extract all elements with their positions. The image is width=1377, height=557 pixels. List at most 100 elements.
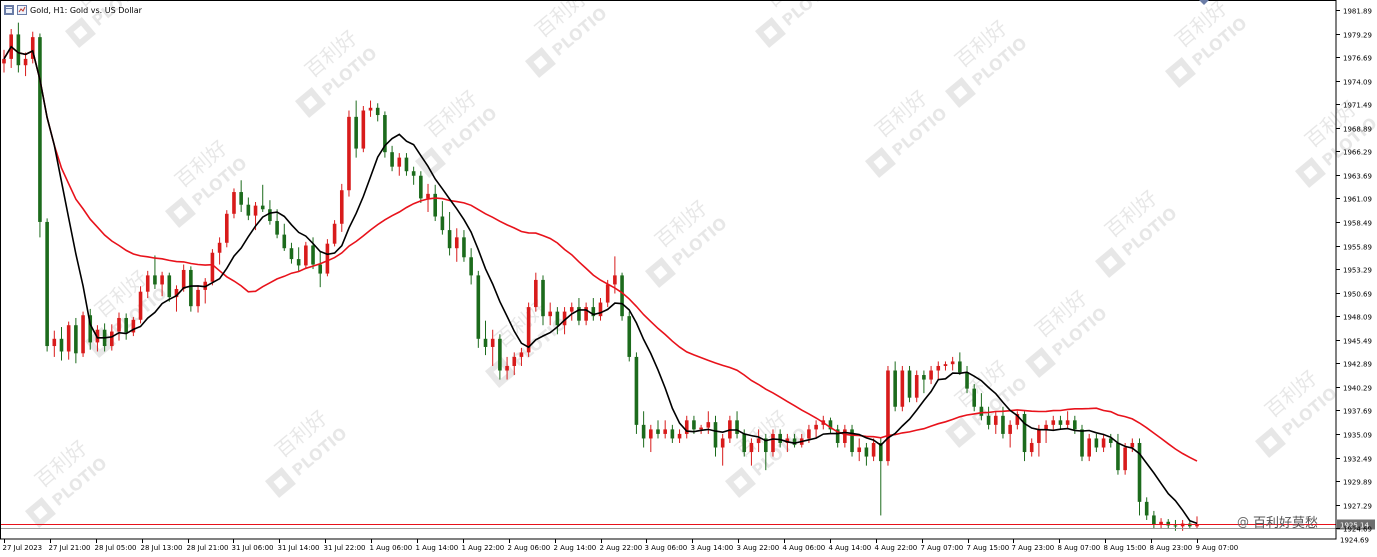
candle-bear — [383, 115, 387, 153]
chart-window-icon[interactable] — [4, 5, 14, 15]
candle-bull — [23, 58, 28, 66]
watermark-square — [164, 196, 196, 228]
candle-bull — [304, 245, 308, 266]
candle-bull — [814, 424, 818, 430]
scroll-marker-icon[interactable] — [1199, 0, 1209, 5]
candle-bear — [692, 420, 696, 430]
candle-bull — [534, 279, 538, 308]
candle-bear — [577, 307, 581, 321]
candle-bull — [519, 352, 524, 357]
chart-minimize-icon[interactable] — [17, 5, 27, 15]
candle-bull — [605, 284, 610, 303]
x-tick-label: 4 Aug 22:00 — [875, 544, 918, 552]
x-tick-label: 28 Jul 05:00 — [95, 544, 137, 552]
candle-bull — [649, 429, 653, 439]
watermark-square-inner — [653, 265, 668, 280]
candle-bull — [253, 205, 258, 216]
candle-bear — [483, 338, 488, 347]
x-tick-label: 27 Jul 2023 — [3, 544, 43, 552]
watermark-square — [944, 76, 976, 108]
ma-fast-line — [3, 45, 1198, 525]
x-tick-label: 3 Aug 22:00 — [737, 544, 780, 552]
y-tick-label: 1935.09 — [1343, 432, 1372, 440]
x-tick-label: 27 Jul 21:00 — [49, 544, 91, 552]
candle-bear — [419, 175, 423, 199]
candle-bear — [634, 356, 639, 425]
candle-bear — [289, 248, 294, 260]
candle-bear — [778, 433, 782, 443]
y-tick-label: 1963.69 — [1343, 173, 1372, 181]
candle-bear — [1001, 415, 1005, 434]
x-tick-label: 1 Aug 14:00 — [416, 544, 459, 552]
candle-bear — [1080, 429, 1084, 457]
watermark-square — [1294, 156, 1326, 188]
watermark-square-inner — [73, 25, 88, 40]
y-tick-label: 1961.09 — [1343, 196, 1372, 204]
wm-bottom-text: 百利好莫愁 — [1253, 516, 1319, 531]
watermark-square-inner — [273, 475, 288, 490]
x-tick-label: 7 Aug 15:00 — [967, 544, 1010, 552]
candle-bear — [835, 429, 840, 443]
x-tick-label: 3 Aug 06:00 — [645, 544, 688, 552]
candle-bull — [66, 325, 71, 352]
candle-bull — [843, 429, 847, 443]
candle-bull — [771, 433, 775, 453]
candle-bull — [785, 438, 790, 443]
moving-averages-layer — [3, 45, 1198, 525]
candle-bull — [174, 288, 179, 298]
watermark-square — [84, 326, 116, 358]
y-tick-label: 1966.29 — [1343, 149, 1372, 157]
candle-bull — [138, 291, 143, 320]
candle-bear — [246, 204, 251, 216]
candle-bear — [1022, 413, 1027, 453]
candle-bull — [131, 319, 136, 333]
candle-bear — [390, 152, 394, 167]
candle-bull — [160, 275, 164, 285]
candle-bear — [979, 406, 984, 416]
watermark-square-inner — [1303, 165, 1318, 180]
watermark-square — [864, 146, 896, 178]
watermark-square — [724, 466, 756, 498]
candle-bull — [30, 37, 35, 59]
candle-bull — [1195, 524, 1199, 527]
x-tick-label: 8 Aug 07:00 — [1058, 544, 1101, 552]
candle-bull — [52, 338, 57, 347]
candle-bull — [210, 252, 215, 282]
y-tick-label: 1929.89 — [1343, 479, 1372, 487]
candle-bull — [749, 442, 754, 453]
candle-bear — [555, 311, 560, 326]
candle-bear — [922, 375, 926, 380]
candle-bull — [1008, 424, 1012, 434]
candle-bull — [2, 58, 6, 64]
chart-header: Gold, H1: Gold vs. US Dollar — [4, 3, 142, 17]
candle-bear — [1144, 501, 1149, 516]
candle-bear — [735, 420, 739, 434]
candle-bear — [1094, 438, 1099, 448]
y-tick-label: 1927.29 — [1343, 503, 1372, 511]
candle-bear — [239, 192, 243, 205]
candle-bear — [864, 447, 869, 457]
candle-bear — [965, 372, 969, 389]
candle-bear — [411, 171, 416, 176]
watermark-square-inner — [493, 365, 508, 380]
candle-bull — [1044, 424, 1048, 430]
y-tick-label: 1940.29 — [1343, 385, 1372, 393]
candle-bull — [706, 422, 711, 428]
candle-bull — [663, 429, 667, 434]
candle-bull — [943, 364, 948, 366]
ask-price-tag — [1337, 534, 1375, 545]
watermark-square — [64, 16, 96, 48]
candle-bear — [16, 34, 21, 66]
bid-price-label: 1925.14 — [1340, 522, 1369, 530]
candle-bear — [124, 317, 128, 333]
candle-bear — [462, 237, 466, 258]
y-tick-label: 1948.09 — [1343, 314, 1372, 322]
watermark-square — [294, 86, 326, 118]
candle-bear — [893, 370, 897, 407]
